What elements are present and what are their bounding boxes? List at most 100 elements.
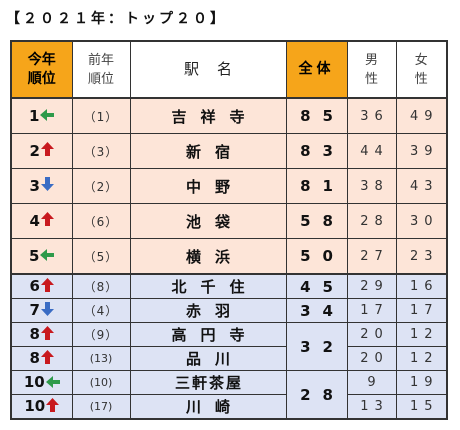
male-cell: 9 — [346, 370, 397, 395]
table-row: 10 (17) 川崎 13 15 — [10, 394, 448, 420]
header-station: 駅名 — [129, 40, 287, 99]
prev-rank-cell: （3） — [71, 133, 131, 169]
header-female: 女 性 — [395, 40, 448, 99]
table-row: 6 （8） 北千住 45 29 16 — [10, 273, 448, 299]
rank-cell: 2 — [10, 133, 73, 169]
male-cell: 27 — [346, 238, 397, 275]
header-total: 全体 — [285, 40, 348, 99]
rank-value: 6 — [29, 277, 40, 296]
prev-rank-cell: （4） — [71, 298, 131, 323]
total-cell: 83 — [285, 133, 348, 169]
header-prev-rank: 前年 順位 — [71, 40, 131, 99]
up-arrow-icon — [40, 349, 54, 368]
table-row: 10 (10) 三軒茶屋 28 9 19 — [10, 370, 448, 420]
female-cell: 23 — [395, 238, 448, 275]
male-cell: 17 — [346, 298, 397, 323]
table-row: 8 （9） 高円寺 32 20 12 — [10, 322, 448, 371]
female-cell: 12 — [395, 322, 448, 347]
up-arrow-icon — [40, 325, 54, 344]
header-male-line1: 男 — [364, 52, 378, 68]
station-name-cell: 三軒茶屋 — [129, 370, 287, 395]
rank-cell: 7 — [10, 298, 73, 323]
rank-cell: 8 — [10, 346, 73, 371]
rank-cell: 10 — [10, 394, 73, 420]
female-cell: 17 — [395, 298, 448, 323]
total-cell: 58 — [285, 203, 348, 239]
table-header: 今年 順位 前年 順位 駅名 全体 男 性 女 性 — [10, 40, 448, 99]
prev-rank-cell: （8） — [71, 273, 131, 299]
rank-value: 3 — [29, 176, 40, 195]
female-cell: 16 — [395, 273, 448, 299]
header-rank-line2: 順位 — [27, 70, 56, 87]
table-row: 2 （3） 新宿 83 44 39 — [10, 133, 448, 169]
down-arrow-icon — [40, 177, 54, 195]
total-cell: 28 — [285, 370, 348, 420]
male-cell: 20 — [346, 322, 397, 347]
female-cell: 30 — [395, 203, 448, 239]
rank-cell: 4 — [10, 203, 73, 239]
female-cell: 19 — [395, 370, 448, 395]
female-cell: 39 — [395, 133, 448, 169]
station-name-cell: 中野 — [129, 168, 287, 204]
left-arrow-icon — [45, 374, 60, 392]
table-row: 7 （4） 赤羽 34 17 17 — [10, 298, 448, 323]
male-cell: 44 — [346, 133, 397, 169]
rank-value: 10 — [24, 397, 46, 416]
left-arrow-icon — [40, 107, 55, 125]
female-cell: 43 — [395, 168, 448, 204]
station-name-cell: 高円寺 — [129, 322, 287, 347]
rank-value: 2 — [29, 141, 40, 160]
rank-value: 10 — [23, 373, 45, 392]
prev-rank-cell: (10) — [71, 370, 131, 395]
table-row: 3 （2） 中野 81 38 43 — [10, 168, 448, 204]
header-prev-line2: 順位 — [87, 71, 114, 87]
male-cell: 29 — [346, 273, 397, 299]
table-row: 8 (13) 品川 20 12 — [10, 346, 448, 371]
prev-rank-cell: （5） — [71, 238, 131, 275]
header-male: 男 性 — [346, 40, 397, 99]
rank-value: 1 — [29, 106, 40, 125]
down-arrow-icon — [40, 301, 54, 320]
header-male-line2: 性 — [364, 71, 378, 87]
header-rank-line1: 今年 — [27, 51, 56, 68]
station-name-cell: 吉祥寺 — [129, 97, 287, 134]
total-cell: 85 — [285, 97, 348, 134]
total-cell: 81 — [285, 168, 348, 204]
male-cell: 20 — [346, 346, 397, 371]
table-row: 5 （5） 横浜 50 27 23 — [10, 238, 448, 275]
table-body: 1 （1） 吉祥寺 85 36 49 2 （3） 新宿 83 44 39 3 （2） 中野 81 38 43 4 （6… — [10, 97, 448, 420]
up-arrow-icon — [40, 212, 54, 230]
rank-value: 4 — [29, 211, 40, 230]
rank-value: 5 — [29, 246, 40, 265]
station-name-cell: 新宿 — [129, 133, 287, 169]
total-cell: 34 — [285, 298, 348, 323]
total-cell: 50 — [285, 238, 348, 275]
prev-rank-cell: (13) — [71, 346, 131, 371]
up-arrow-icon — [40, 277, 54, 296]
prev-rank-cell: （1） — [71, 97, 131, 134]
rank-value: 8 — [29, 325, 40, 344]
header-female-line1: 女 — [414, 52, 428, 68]
station-name-cell: 北千住 — [129, 273, 287, 299]
ranking-table: 今年 順位 前年 順位 駅名 全体 男 性 女 性 1 （1） 吉祥寺 85 36 49 2… — [10, 40, 448, 420]
table-row: 4 （6） 池袋 58 28 30 — [10, 203, 448, 239]
header-female-line2: 性 — [414, 71, 428, 87]
prev-rank-cell: （6） — [71, 203, 131, 239]
station-name-cell: 品川 — [129, 346, 287, 371]
female-cell: 15 — [395, 394, 448, 420]
female-cell: 12 — [395, 346, 448, 371]
rank-cell: 10 — [10, 370, 73, 395]
male-cell: 13 — [346, 394, 397, 420]
rank-cell: 3 — [10, 168, 73, 204]
prev-rank-cell: (17) — [71, 394, 131, 420]
prev-rank-cell: （9） — [71, 322, 131, 347]
rank-cell: 8 — [10, 322, 73, 347]
left-arrow-icon — [40, 247, 55, 265]
up-arrow-icon — [40, 142, 54, 160]
rank-value: 7 — [29, 301, 40, 320]
header-prev-line1: 前年 — [87, 52, 114, 68]
male-cell: 36 — [346, 97, 397, 134]
rank-cell: 1 — [10, 97, 73, 134]
female-cell: 49 — [395, 97, 448, 134]
station-name-cell: 横浜 — [129, 238, 287, 275]
